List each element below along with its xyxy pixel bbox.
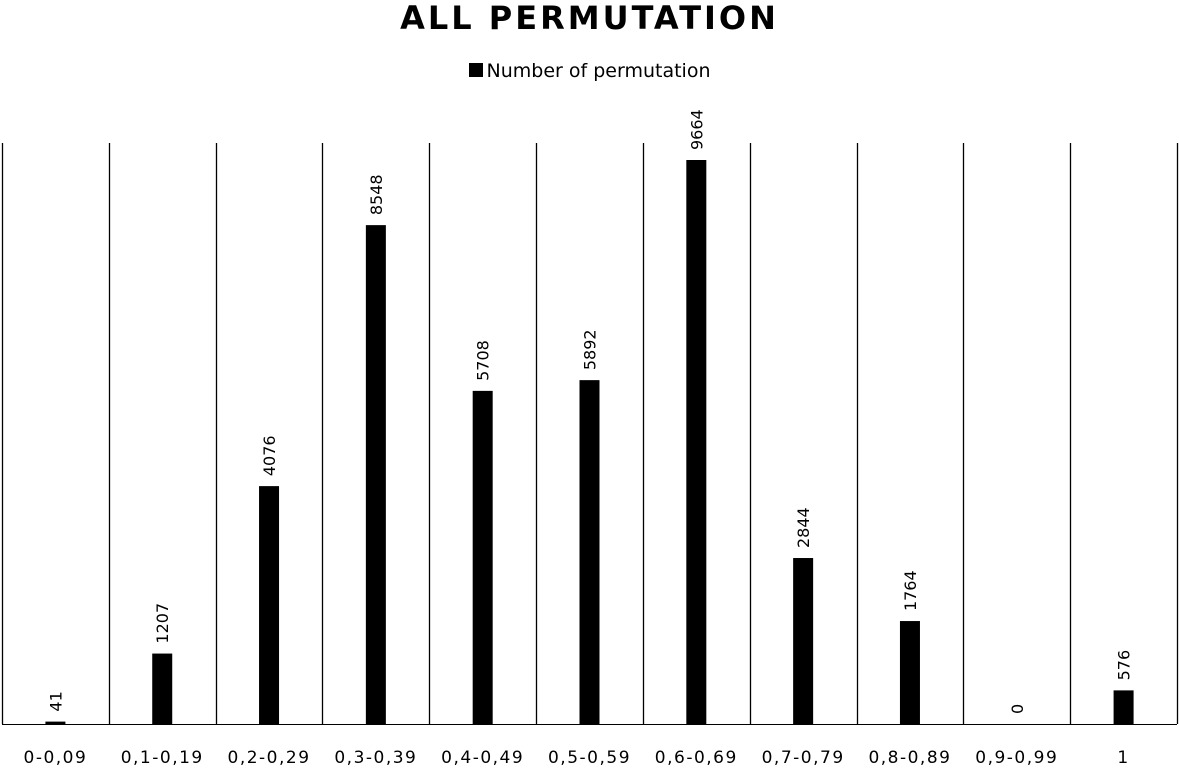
bar [1113,690,1134,724]
bar [686,160,707,724]
x-tick-label: 0,7-0,79 [762,748,845,768]
x-tick-label: 0,2-0,29 [228,748,311,768]
x-tick-label: 0,4-0,49 [441,748,524,768]
x-tick-label: 0,3-0,39 [334,748,417,768]
x-tick-label: 0,1-0,19 [121,748,204,768]
bar [899,621,920,724]
data-label: 41 [46,691,65,711]
bar [579,380,600,724]
x-tick-label: 1 [1117,748,1129,768]
bar [152,653,173,724]
data-label: 1764 [901,570,920,611]
x-tick-label: 0,9-0,99 [975,748,1058,768]
data-label: 5708 [474,340,493,381]
legend: Number of permutation [0,58,1179,84]
data-label: 2844 [794,507,813,548]
data-label: 0 [1008,704,1027,714]
legend-label: Number of permutation [486,60,711,82]
chart-title: ALL PERMUTATION [400,0,779,37]
x-tick-label: 0-0,09 [24,748,88,768]
data-label: 8548 [367,174,386,215]
bar [793,558,814,724]
data-label: 9664 [687,109,706,150]
bar [472,390,493,724]
data-label: 5892 [581,329,600,370]
data-label: 1207 [153,603,172,644]
bar [45,721,66,724]
x-tick-label: 0,8-0,89 [868,748,951,768]
x-tick-label: 0,5-0,59 [548,748,631,768]
data-label: 4076 [260,435,279,476]
data-label: 576 [1115,650,1134,681]
legend-swatch [468,62,483,77]
x-tick-label: 0,6-0,69 [655,748,738,768]
bar [259,486,280,724]
bar [365,225,386,724]
